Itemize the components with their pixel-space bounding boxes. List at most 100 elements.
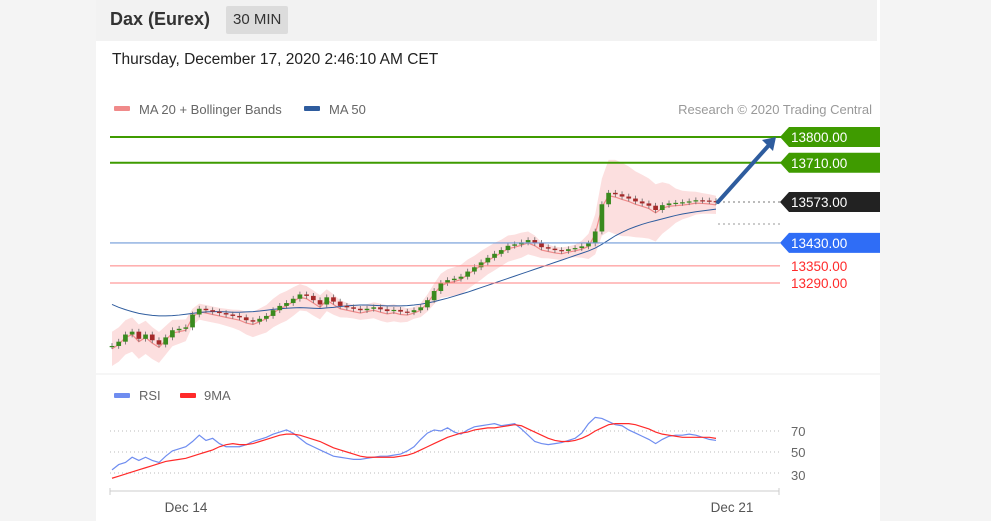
- price-candle: [109, 343, 115, 349]
- candle-body: [498, 250, 504, 254]
- candle-body: [116, 341, 122, 346]
- candle-body: [297, 294, 303, 299]
- rsi-line: [111, 416, 717, 471]
- price-candle: [163, 334, 169, 348]
- price-candle: [170, 327, 175, 341]
- price-candle: [713, 198, 719, 205]
- price-candle: [297, 291, 303, 302]
- candle-body: [626, 196, 632, 199]
- price-candle: [465, 268, 471, 280]
- price-candle: [599, 201, 605, 235]
- candle-body: [230, 314, 236, 316]
- price-candle: [357, 305, 363, 314]
- candle-body: [203, 308, 209, 311]
- candle-body: [331, 297, 336, 302]
- chart-header: Dax (Eurex) 30 MIN: [96, 0, 877, 41]
- copyright-credit: Research © 2020 Trading Central: [678, 102, 872, 117]
- price-candle: [525, 237, 531, 246]
- price-candle: [391, 307, 397, 314]
- price-candle: [498, 247, 504, 257]
- price-candle: [290, 295, 296, 306]
- price-candle: [680, 199, 685, 206]
- candle-body: [243, 317, 249, 321]
- timeframe-button[interactable]: 30 MIN: [226, 6, 289, 34]
- bollinger-band: [112, 159, 716, 366]
- candle-body: [633, 198, 638, 202]
- candle-body: [566, 249, 571, 251]
- candle-body: [136, 331, 142, 339]
- price-candle: [183, 324, 189, 332]
- price-plot: [109, 159, 719, 366]
- candle-body: [378, 307, 383, 310]
- candle-body: [451, 278, 457, 281]
- legend-swatch-rsi-ma: [180, 393, 196, 398]
- price-candle: [304, 291, 309, 299]
- candle-body: [532, 240, 538, 243]
- price-candle: [566, 246, 571, 254]
- price-candle: [532, 237, 538, 246]
- level-13710-tag: [780, 152, 880, 173]
- candle-body: [599, 204, 605, 232]
- price-candle: [606, 189, 611, 208]
- chart-datetime: Thursday, December 17, 2020 2:46:10 AM C…: [112, 51, 439, 68]
- candle-body: [257, 318, 262, 322]
- price-candle: [351, 304, 356, 312]
- price-candle: [612, 189, 618, 198]
- candle-body: [693, 200, 699, 202]
- candle-body: [149, 334, 155, 341]
- candle-body: [237, 315, 242, 318]
- price-candle: [458, 273, 464, 282]
- rsi-plot: [110, 416, 780, 479]
- price-candle: [559, 247, 564, 254]
- level-13573-tag: [780, 191, 880, 212]
- candle-body: [123, 334, 128, 342]
- price-candle: [579, 243, 585, 251]
- level-13430-tag: [780, 232, 880, 253]
- price-candle: [270, 307, 276, 319]
- candle-body: [431, 291, 437, 301]
- candle-body: [606, 192, 611, 205]
- level-13350-label: 13350.00: [791, 259, 847, 274]
- level-13800-label: 13800.00: [791, 130, 847, 145]
- candle-body: [559, 250, 564, 252]
- legend-label-rsi-ma: 9MA: [204, 388, 231, 403]
- instrument-title: Dax (Eurex): [110, 9, 211, 29]
- legend-label-ma20: MA 20 + Bollinger Bands: [139, 102, 282, 117]
- candle-body: [357, 308, 363, 311]
- level-lines: 13800.00 13710.00 13573.00 13430.00 13350.00…: [110, 127, 880, 291]
- candle-body: [659, 205, 665, 210]
- candle-body: [411, 310, 417, 313]
- price-candle: [639, 198, 645, 207]
- candle-body: [371, 307, 377, 309]
- candle-body: [680, 202, 685, 204]
- price-candle: [129, 328, 135, 338]
- price-candle: [572, 245, 578, 253]
- candle-body: [438, 283, 444, 292]
- price-candle: [485, 254, 491, 266]
- candle-body: [223, 313, 229, 315]
- candle-body: [351, 307, 356, 309]
- candle-body: [612, 192, 618, 195]
- price-candle: [203, 305, 209, 314]
- candle-body: [579, 246, 585, 249]
- candle-body: [472, 267, 477, 272]
- price-candle: [223, 310, 229, 318]
- price-candle: [653, 202, 658, 213]
- price-candle: [331, 294, 336, 305]
- price-candle: [673, 199, 679, 207]
- candle-body: [364, 308, 370, 311]
- price-candle: [700, 197, 705, 204]
- price-candle: [324, 294, 330, 308]
- candle-body: [639, 201, 645, 204]
- candle-body: [337, 301, 343, 306]
- price-candle: [217, 308, 222, 316]
- candle-body: [143, 334, 148, 339]
- candle-body: [183, 327, 189, 329]
- candle-body: [619, 194, 625, 197]
- candle-body: [398, 309, 403, 312]
- candle-body: [572, 248, 578, 250]
- candle-body: [384, 309, 390, 312]
- price-candle: [545, 244, 551, 252]
- candle-body: [190, 314, 195, 328]
